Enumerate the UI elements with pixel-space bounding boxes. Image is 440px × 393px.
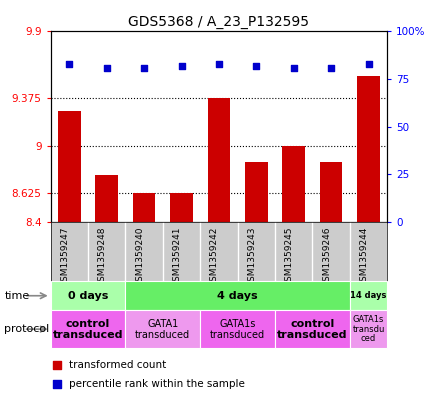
Point bbox=[141, 64, 148, 71]
Point bbox=[54, 381, 61, 387]
Bar bbox=[357, 76, 380, 222]
Text: transformed count: transformed count bbox=[69, 360, 166, 370]
Text: GATA1s
transduced: GATA1s transduced bbox=[210, 319, 265, 340]
Text: GSM1359241: GSM1359241 bbox=[172, 227, 181, 287]
Text: GSM1359248: GSM1359248 bbox=[98, 227, 107, 287]
Text: GSM1359246: GSM1359246 bbox=[322, 227, 331, 287]
Bar bbox=[350, 281, 387, 310]
Point bbox=[178, 62, 185, 69]
Bar bbox=[350, 310, 387, 348]
Bar bbox=[200, 310, 275, 348]
Bar bbox=[58, 112, 81, 222]
Point bbox=[54, 362, 61, 368]
Text: GSM1359240: GSM1359240 bbox=[135, 227, 144, 287]
Text: GATA1s
transdu
ced: GATA1s transdu ced bbox=[352, 315, 385, 343]
Text: 14 days: 14 days bbox=[350, 291, 387, 300]
Point bbox=[103, 64, 110, 71]
Point bbox=[365, 61, 372, 67]
Bar bbox=[125, 281, 350, 310]
Bar bbox=[95, 175, 118, 222]
Text: GATA1
transduced: GATA1 transduced bbox=[135, 319, 191, 340]
Bar bbox=[170, 193, 193, 222]
Title: GDS5368 / A_23_P132595: GDS5368 / A_23_P132595 bbox=[128, 15, 309, 29]
Text: GSM1359245: GSM1359245 bbox=[285, 227, 294, 287]
Point bbox=[290, 64, 297, 71]
Point bbox=[253, 62, 260, 69]
Bar bbox=[51, 310, 125, 348]
Bar bbox=[125, 310, 200, 348]
Bar bbox=[282, 146, 305, 222]
Bar bbox=[208, 97, 230, 222]
Text: control
transduced: control transduced bbox=[277, 319, 348, 340]
Text: GSM1359244: GSM1359244 bbox=[359, 227, 368, 287]
Text: protocol: protocol bbox=[4, 324, 50, 334]
Point bbox=[327, 64, 335, 71]
Text: GSM1359242: GSM1359242 bbox=[210, 227, 219, 287]
Text: GSM1359243: GSM1359243 bbox=[247, 227, 256, 287]
Text: 4 days: 4 days bbox=[217, 291, 258, 301]
Point bbox=[216, 61, 222, 67]
Bar bbox=[275, 310, 350, 348]
Text: time: time bbox=[4, 291, 29, 301]
Bar bbox=[245, 162, 268, 222]
Bar bbox=[133, 193, 155, 222]
Text: 0 days: 0 days bbox=[68, 291, 108, 301]
Text: GSM1359247: GSM1359247 bbox=[60, 227, 70, 287]
Bar bbox=[51, 281, 125, 310]
Text: percentile rank within the sample: percentile rank within the sample bbox=[69, 379, 245, 389]
Bar bbox=[320, 162, 342, 222]
Text: control
transduced: control transduced bbox=[53, 319, 123, 340]
Point bbox=[66, 61, 73, 67]
